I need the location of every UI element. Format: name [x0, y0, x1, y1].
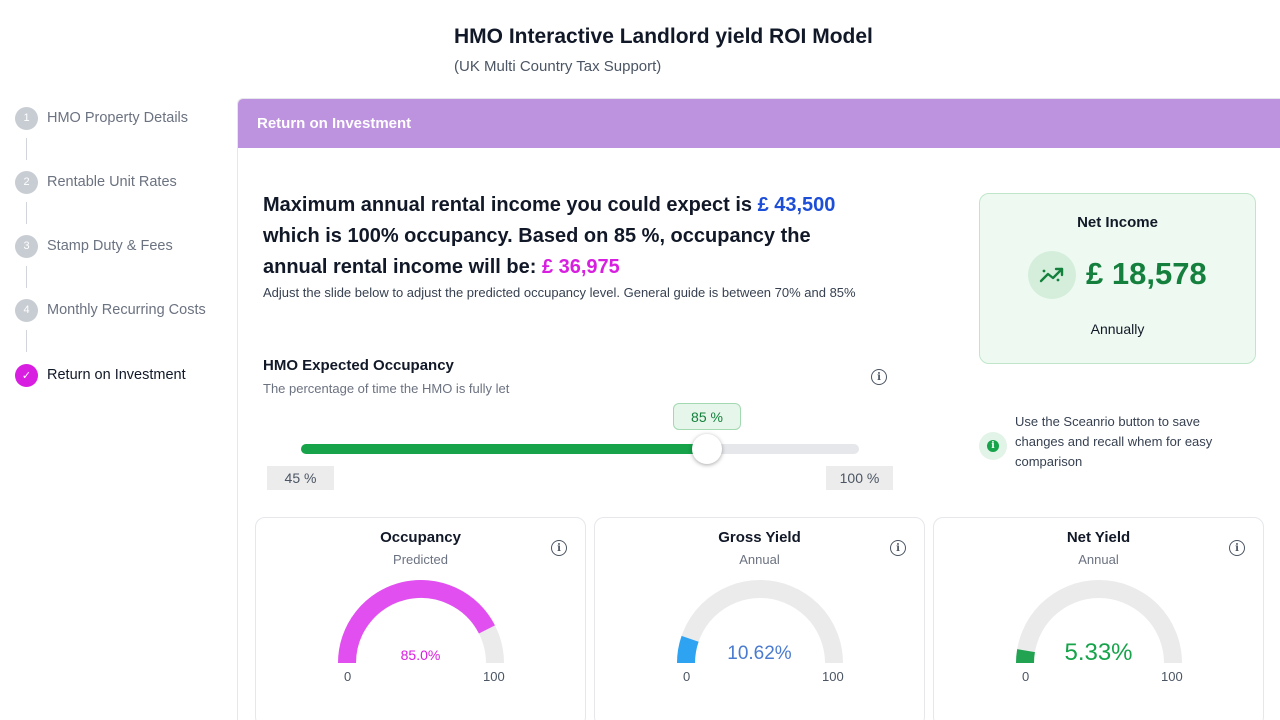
step-rentable-unit-rates[interactable]: 2 Rentable Unit Rates — [15, 170, 177, 194]
gauge-subtitle: Annual — [739, 552, 780, 567]
gauge-fill — [1016, 649, 1035, 664]
info-icon[interactable]: i — [871, 369, 887, 385]
occupancy-value-badge: 85 % — [673, 403, 741, 430]
step-return-on-investment[interactable]: ✓ Return on Investment — [15, 363, 186, 387]
step-connector — [26, 202, 27, 224]
gauge-fill — [338, 580, 495, 664]
slider-min-label: 45 % — [267, 466, 334, 490]
gross-yield-gauge-card: Gross Yield Annual i 10.62% 0 100 — [594, 517, 925, 720]
gauge-fill — [677, 635, 699, 664]
info-icon[interactable]: i — [1229, 540, 1245, 556]
gauge-max-label: 100 — [483, 669, 505, 684]
gauge-title: Net Yield — [1066, 529, 1131, 546]
occupancy-gauge-card: Occupancy Predicted i 85.0% 0 100 — [255, 517, 586, 720]
gauge-track — [677, 580, 843, 664]
page-title: HMO Interactive Landlord yield ROI Model — [454, 25, 873, 48]
net-yield-gauge — [1016, 580, 1182, 664]
occupancy-slider-title: HMO Expected Occupancy — [263, 357, 454, 374]
income-summary: Maximum annual rental income you could e… — [263, 190, 843, 283]
step-monthly-recurring-costs[interactable]: 4 Monthly Recurring Costs — [15, 298, 206, 322]
trending-up-icon — [1028, 251, 1076, 299]
step-label: Rentable Unit Rates — [47, 174, 177, 190]
net-income-period: Annually — [1090, 321, 1145, 337]
info-icon[interactable]: i — [890, 540, 906, 556]
step-stamp-duty-fees[interactable]: 3 Stamp Duty & Fees — [15, 234, 173, 258]
step-connector — [26, 138, 27, 160]
step-number: 4 — [15, 298, 38, 322]
net-income-card: Net Income £ 18,578 Annually — [979, 193, 1256, 364]
step-number: 2 — [15, 170, 38, 194]
gauge-min-label: 0 — [1022, 669, 1030, 684]
roi-panel: Return on Investment Maximum annual rent… — [237, 98, 1280, 720]
gauge-subtitle: Annual — [1078, 552, 1119, 567]
step-connector — [26, 266, 27, 288]
gauge-value: 85.0% — [400, 647, 441, 663]
gauge-title: Occupancy — [380, 529, 461, 546]
expected-income-value: £ 36,975 — [541, 256, 620, 278]
net-income-title: Net Income — [1077, 214, 1158, 231]
occupancy-gauge — [338, 580, 504, 664]
net-income-value: £ 18,578 — [1086, 256, 1207, 291]
income-text-2: which is 100% occupancy. Based on 85 %, … — [263, 225, 811, 278]
gauge-value: 5.33% — [1064, 639, 1133, 666]
step-label: HMO Property Details — [47, 110, 189, 126]
step-hmo-property-details[interactable]: 1 HMO Property Details — [15, 106, 188, 130]
gauge-track — [1016, 580, 1182, 664]
gross-yield-gauge — [677, 580, 843, 664]
occupancy-slider-track[interactable] — [301, 444, 859, 454]
check-icon: ✓ — [15, 363, 38, 387]
occupancy-guide-text: Adjust the slide below to adjust the pre… — [263, 285, 856, 300]
occupancy-slider-subtitle: The percentage of time the HMO is fully … — [263, 381, 510, 396]
step-label: Return on Investment — [47, 367, 186, 383]
net-yield-gauge-card: Net Yield Annual i 5.33% 0 100 — [933, 517, 1264, 720]
gauge-title: Gross Yield — [718, 529, 801, 546]
scenario-tip-text: Use the Sceanrio button to save changes … — [1015, 414, 1213, 469]
gauge-subtitle: Predicted — [393, 552, 448, 567]
step-connector — [26, 330, 27, 352]
gauge-value: 10.62% — [727, 643, 792, 664]
step-label: Stamp Duty & Fees — [47, 238, 173, 254]
slider-max-label: 100 % — [826, 466, 893, 490]
panel-header: Return on Investment — [238, 99, 1280, 148]
gauge-min-label: 0 — [344, 669, 352, 684]
gauge-max-label: 100 — [1161, 669, 1183, 684]
step-label: Monthly Recurring Costs — [47, 302, 206, 318]
step-number: 3 — [15, 234, 38, 258]
income-text-1: Maximum annual rental income you could e… — [263, 194, 758, 216]
page-subtitle: (UK Multi Country Tax Support) — [454, 58, 662, 75]
step-number: 1 — [15, 106, 38, 130]
occupancy-slider-handle[interactable] — [691, 434, 722, 464]
info-circle-icon: i — [979, 432, 1007, 460]
gauge-max-label: 100 — [822, 669, 844, 684]
occupancy-slider-fill — [301, 444, 707, 454]
max-income-value: £ 43,500 — [757, 194, 836, 216]
info-icon[interactable]: i — [551, 540, 567, 556]
gauge-min-label: 0 — [683, 669, 691, 684]
